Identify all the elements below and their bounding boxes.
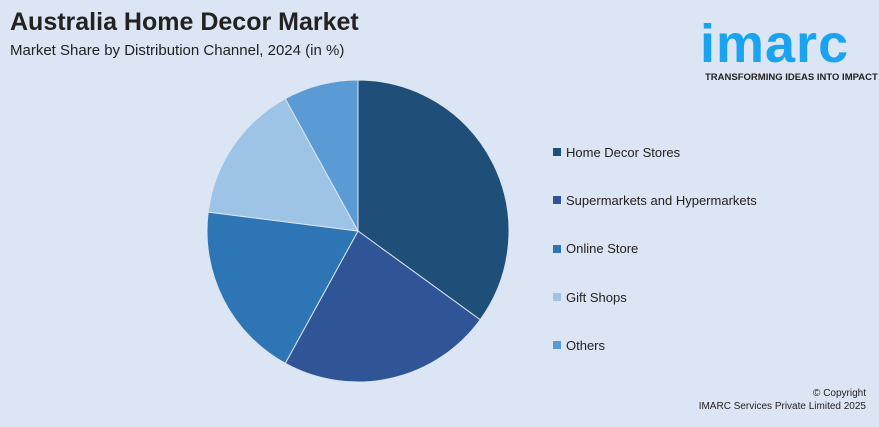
logo-tagline: TRANSFORMING IDEAS INTO IMPACT	[705, 72, 878, 83]
legend-label: Gift Shops	[566, 289, 627, 305]
legend-swatch	[553, 196, 561, 205]
copyright: © Copyright IMARC Services Private Limit…	[699, 387, 866, 413]
pie-slice-others	[284, 79, 359, 232]
pie-slice-gift-shops	[207, 97, 359, 232]
legend-item: Home Decor Stores	[553, 128, 757, 176]
legend-item: Gift Shops	[553, 273, 757, 321]
imarc-logo: imarc TRANSFORMING IDEAS INTO IMPACT	[700, 6, 878, 86]
legend-item: Online Store	[553, 225, 757, 273]
legend-swatch	[553, 244, 561, 253]
logo-word: imarc	[700, 14, 850, 74]
legend-swatch	[553, 293, 561, 302]
copyright-line: © Copyright	[813, 388, 866, 399]
chart-subtitle: Market Share by Distribution Channel, 20…	[10, 42, 345, 59]
legend: Home Decor Stores Supermarkets and Hyper…	[553, 128, 757, 369]
legend-item: Others	[553, 321, 757, 369]
legend-label: Online Store	[566, 241, 639, 257]
legend-label: Home Decor Stores	[566, 144, 681, 160]
pie-slice-supermarkets-and-hypermarkets	[284, 230, 481, 383]
chart-title: Australia Home Decor Market	[10, 8, 359, 36]
legend-swatch	[553, 148, 561, 157]
copyright-company: IMARC Services Private Limited 2025	[698, 401, 866, 412]
legend-item: Supermarkets and Hypermarkets	[553, 176, 757, 224]
pie-slice-online-store	[206, 211, 359, 365]
pie-slice-home-decor-stores	[357, 79, 510, 321]
legend-label: Others	[566, 337, 606, 353]
legend-label: Supermarkets and Hypermarkets	[566, 192, 757, 208]
legend-swatch	[553, 341, 561, 350]
